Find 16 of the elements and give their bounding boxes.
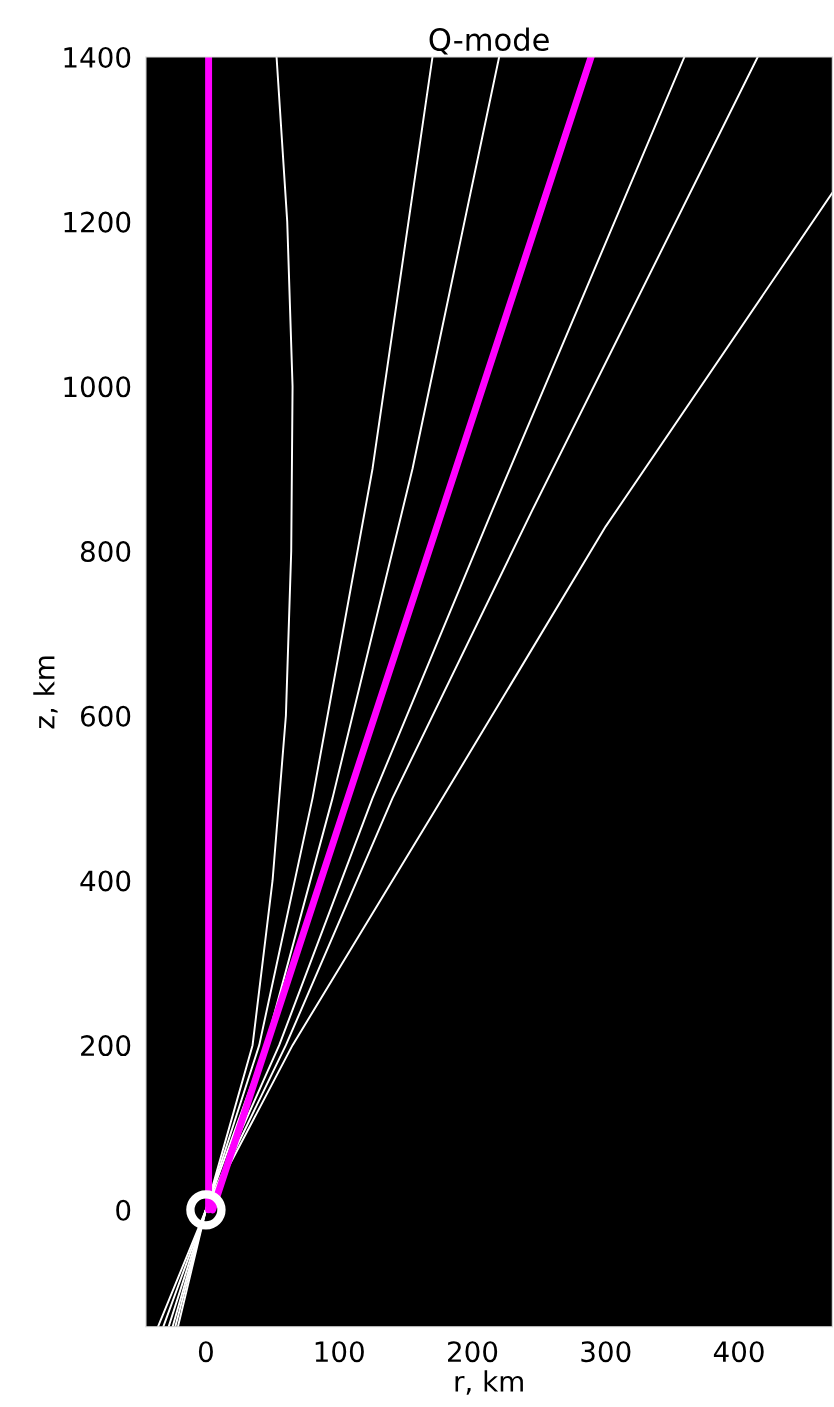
y-tick-label: 1400 <box>64 46 131 68</box>
y-tick-label: 600 <box>80 705 131 727</box>
y-tick-label: 200 <box>81 1035 131 1057</box>
y-tick-label: 0 <box>116 1199 131 1221</box>
y-tick-label: 1200 <box>64 211 131 233</box>
x-tick-label: 100 <box>315 1341 364 1363</box>
chart-title: Q-mode <box>429 27 549 55</box>
y-tick-label: 1000 <box>64 376 131 398</box>
x-tick-label: 400 <box>713 1341 764 1363</box>
x-axis-title: r, km <box>455 1370 523 1395</box>
x-tick-label: 0 <box>198 1341 213 1363</box>
x-tick-label: 300 <box>581 1341 631 1363</box>
y-axis-title: z, km <box>33 656 58 729</box>
y-tick-label: 400 <box>80 870 131 892</box>
x-tick-label: 200 <box>448 1341 498 1363</box>
y-tick-label: 800 <box>80 541 131 563</box>
